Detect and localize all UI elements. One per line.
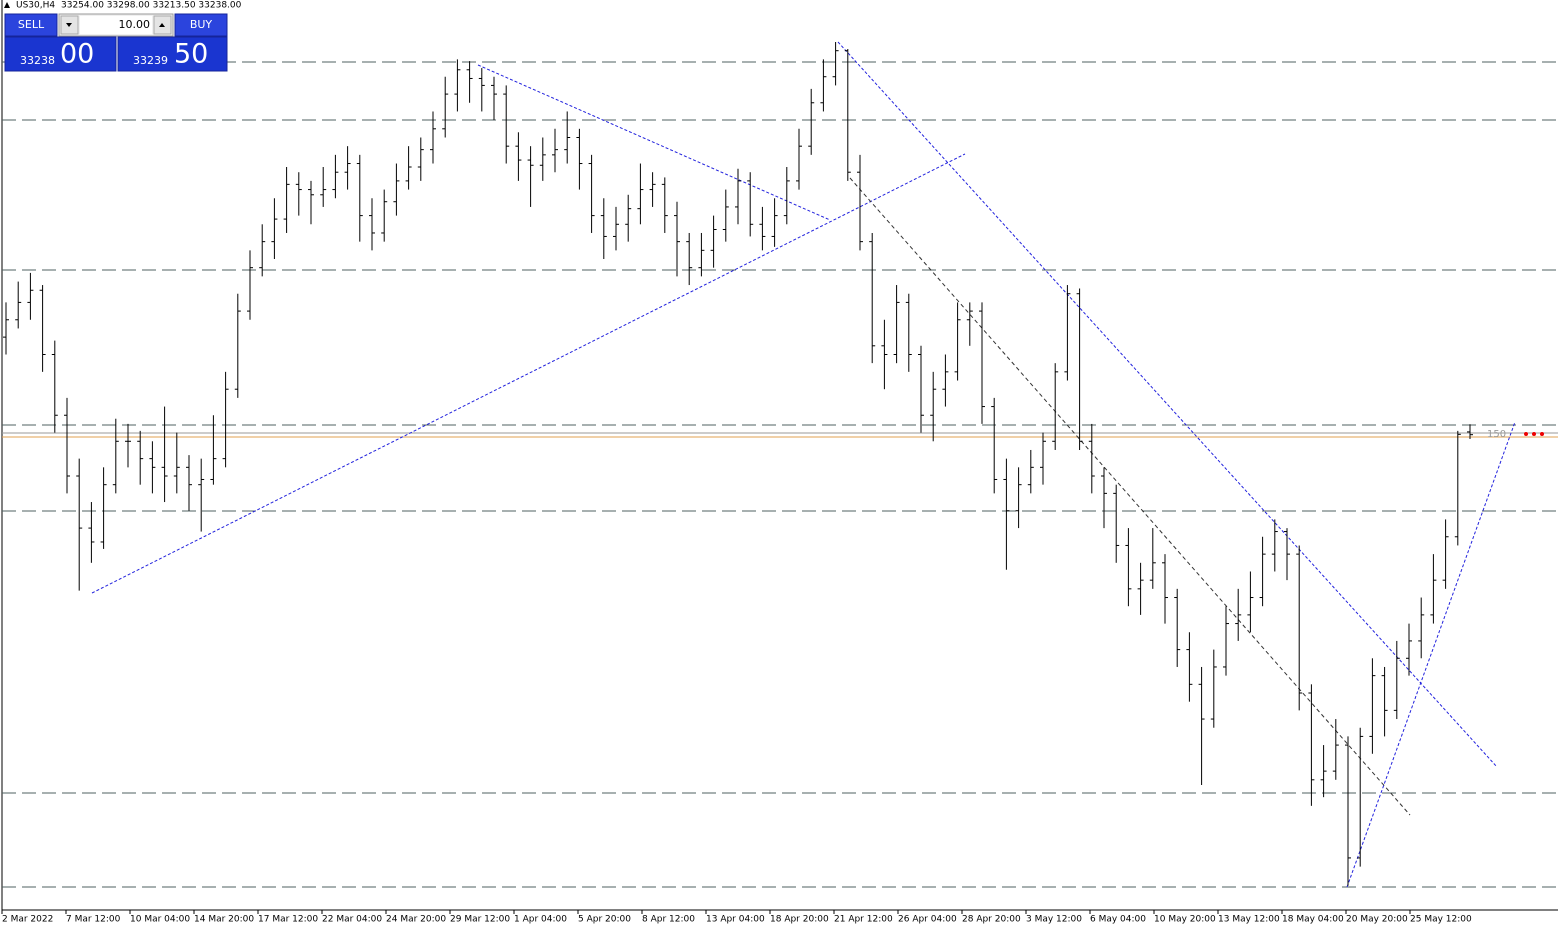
x-tick-label: 7 Mar 12:00	[66, 915, 121, 925]
trendline	[849, 177, 1411, 816]
x-tick-label: 3 May 12:00	[1026, 915, 1082, 925]
x-tick-label: 10 May 20:00	[1154, 915, 1216, 925]
sell-price-main: 33238	[20, 54, 55, 67]
trade-panel: SELL 10.00 BUY 33238 00 33239 50	[4, 13, 228, 72]
level-label: 150	[1487, 429, 1506, 440]
collapse-icon[interactable]	[4, 2, 10, 8]
x-tick-label: 5 Apr 20:00	[578, 915, 631, 925]
down-arrow	[66, 23, 72, 27]
x-tick-label: 29 Mar 12:00	[450, 915, 510, 925]
buy-label: BUY	[190, 18, 213, 31]
sell-button[interactable]	[4, 13, 58, 37]
sell-price-box[interactable]	[4, 36, 117, 72]
x-tick-label: 25 May 12:00	[1410, 915, 1472, 925]
up-arrow	[159, 23, 165, 27]
x-tick-label: 17 Mar 12:00	[258, 915, 318, 925]
x-tick-label: 26 Apr 04:00	[898, 915, 957, 925]
symbol: US30,H4	[16, 1, 55, 11]
lot-input[interactable]	[80, 16, 152, 34]
x-tick-label: 14 Mar 20:00	[194, 915, 254, 925]
x-tick-label: 10 Mar 04:00	[130, 915, 190, 925]
price-bars	[3, 42, 1473, 886]
marker	[1540, 432, 1544, 436]
trendlines	[91, 41, 1516, 888]
sell-price-big: 00	[60, 39, 94, 70]
x-tick-label: 22 Mar 04:00	[322, 915, 382, 925]
trendline	[837, 41, 1498, 768]
horizontal-levels	[2, 61, 1558, 888]
quote: 33254.00 33298.00 33213.50 33238.00	[61, 1, 242, 11]
lot-value: 10.00	[119, 18, 151, 31]
x-tick-label: 2 Mar 2022	[2, 915, 53, 925]
buy-price-box[interactable]	[117, 36, 228, 72]
x-tick-label: 21 Apr 12:00	[834, 915, 893, 925]
x-tick-label: 13 May 12:00	[1218, 915, 1280, 925]
buy-price-main: 33239	[133, 54, 168, 67]
x-tick-label: 8 Apr 12:00	[642, 915, 695, 925]
x-axis: 2 Mar 2022 7 Mar 12:00 10 Mar 04:00 14 Mar …	[1, 910, 1472, 925]
buy-price-big: 50	[174, 39, 208, 70]
x-tick-label: 6 May 04:00	[1090, 915, 1146, 925]
trendline	[477, 64, 831, 221]
x-tick-label: 13 Apr 04:00	[706, 915, 765, 925]
marker	[1532, 432, 1536, 436]
marker	[1524, 432, 1528, 436]
trendline	[1346, 421, 1516, 888]
x-tick-label: 18 May 04:00	[1282, 915, 1344, 925]
buy-button[interactable]	[174, 13, 228, 37]
x-tick-label: 18 Apr 20:00	[770, 915, 829, 925]
sell-label: SELL	[18, 18, 45, 31]
trendline	[91, 153, 966, 594]
x-tick-label: 24 Mar 20:00	[386, 915, 446, 925]
x-tick-label: 28 Apr 20:00	[962, 915, 1021, 925]
x-tick-label: 1 Apr 04:00	[514, 915, 567, 925]
x-tick-label: 20 May 20:00	[1346, 915, 1408, 925]
